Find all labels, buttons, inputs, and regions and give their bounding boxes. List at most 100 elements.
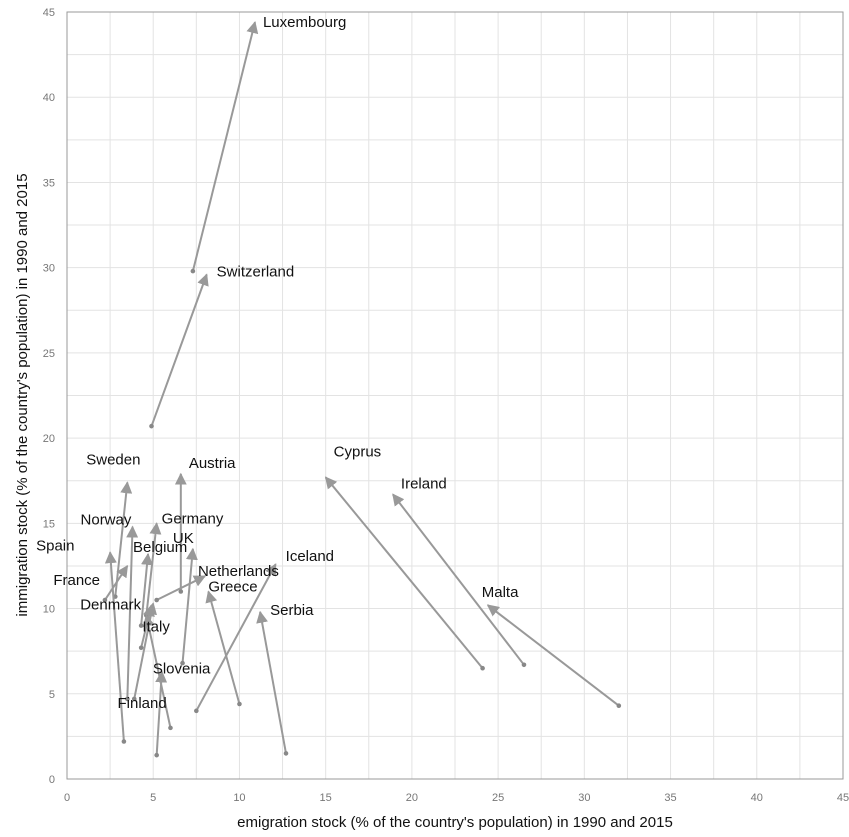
label-greece: Greece — [208, 579, 257, 596]
arrow-start-dot — [190, 268, 196, 274]
y-axis-ticks: 0 5 10 15 20 25 30 35 40 45 — [43, 7, 55, 786]
arrow-start-dot — [168, 725, 173, 731]
y-tick-label: 15 — [43, 518, 55, 530]
arrow-uk — [180, 547, 198, 666]
arrow-italy — [142, 614, 173, 731]
label-austria: Austria — [189, 455, 236, 472]
x-axis-ticks: 0 5 10 15 20 25 30 35 40 45 — [64, 792, 849, 804]
arrow-line — [392, 493, 525, 666]
arrow-switzerland — [149, 273, 209, 429]
label-norway: Norway — [81, 512, 132, 529]
y-tick-label: 0 — [49, 774, 55, 786]
y-tick-label: 35 — [43, 177, 55, 189]
label-luxembourg: Luxembourg — [263, 14, 346, 31]
arrow-line — [195, 563, 277, 712]
arrow-serbia — [256, 610, 289, 756]
arrow-start-dot — [521, 662, 527, 668]
arrow-line — [104, 564, 129, 601]
arrow-line — [205, 590, 241, 705]
arrow-start-dot — [237, 701, 242, 707]
x-tick-label: 0 — [64, 792, 70, 804]
arrow-line — [324, 476, 484, 669]
y-tick-label: 20 — [43, 433, 55, 445]
label-slovenia: Slovenia — [153, 661, 211, 678]
y-tick-label: 30 — [43, 263, 55, 275]
arrow-line — [486, 604, 620, 707]
label-finland: Finland — [117, 695, 166, 712]
label-cyprus: Cyprus — [334, 443, 382, 460]
plot-frame — [66, 11, 844, 780]
label-switzerland: Switzerland — [217, 263, 295, 280]
arrow-line — [256, 610, 287, 754]
arrow-spain — [104, 551, 127, 744]
y-tick-label: 25 — [43, 348, 55, 360]
arrow-start-dot — [102, 597, 108, 603]
country-labels: Luxembourg Switzerland Sweden Austria Norway… — [36, 14, 519, 712]
x-tick-label: 30 — [578, 792, 590, 804]
arrow-start-dot — [194, 708, 199, 714]
label-belgium: Belgium — [133, 539, 187, 556]
arrow-netherlands — [154, 575, 207, 603]
x-tick-label: 45 — [837, 792, 849, 804]
arrow-greece — [205, 590, 242, 707]
y-axis-title: immigration stock (% of the country's po… — [14, 173, 31, 616]
arrow-line — [140, 552, 153, 626]
label-malta: Malta — [482, 584, 519, 601]
label-netherlands: Netherlands — [198, 563, 279, 580]
arrow-line — [126, 525, 139, 699]
arrow-line — [191, 21, 259, 272]
arrow-start-dot — [616, 703, 622, 709]
arrow-luxembourg — [190, 21, 259, 274]
arrow-start-dot — [480, 665, 485, 671]
arrow-start-dot — [138, 645, 144, 651]
arrow-line — [104, 551, 125, 742]
arrow-line — [150, 273, 209, 427]
label-iceland: Iceland — [286, 548, 334, 565]
arrow-start-dot — [131, 696, 137, 702]
arrow-line — [181, 547, 198, 664]
x-tick-label: 10 — [233, 792, 245, 804]
arrow-line — [140, 603, 155, 648]
label-ireland: Ireland — [401, 475, 447, 492]
label-denmark: Denmark — [80, 596, 141, 613]
grid — [66, 11, 844, 780]
arrow-start-dot — [283, 751, 289, 756]
arrow-start-dot — [121, 739, 127, 744]
y-tick-label: 10 — [43, 604, 55, 616]
y-tick-label: 45 — [43, 7, 55, 19]
arrow-line — [145, 522, 162, 616]
label-france: France — [53, 572, 100, 589]
y-tick-label: 40 — [43, 92, 55, 104]
arrow-iceland — [194, 563, 277, 714]
label-italy: Italy — [142, 618, 170, 635]
x-tick-label: 15 — [320, 792, 332, 804]
x-tick-label: 35 — [664, 792, 676, 804]
arrow-finland — [138, 603, 155, 651]
x-tick-label: 25 — [492, 792, 504, 804]
y-tick-label: 5 — [49, 689, 55, 701]
arrow-line — [142, 614, 172, 729]
arrow-austria — [174, 472, 187, 594]
x-axis-title: emigration stock (% of the country's pop… — [237, 814, 673, 831]
arrow-start-dot — [178, 589, 184, 594]
arrow-france — [102, 564, 129, 603]
x-tick-label: 20 — [406, 792, 418, 804]
label-spain: Spain — [36, 537, 74, 554]
label-germany: Germany — [162, 510, 224, 527]
arrow-start-dot — [149, 423, 154, 429]
x-tick-label: 40 — [751, 792, 763, 804]
label-serbia: Serbia — [270, 602, 314, 619]
label-uk: UK — [173, 530, 194, 547]
arrow-start-dot — [125, 696, 130, 702]
arrow-ireland — [392, 493, 527, 668]
arrow-start-dot — [154, 597, 159, 603]
arrow-cyprus — [324, 476, 485, 671]
arrow-belgium — [138, 552, 153, 628]
arrow-line — [156, 575, 207, 601]
arrow-start-dot — [180, 660, 185, 666]
arrow-start-dot — [154, 752, 159, 758]
x-tick-label: 5 — [150, 792, 156, 804]
label-sweden: Sweden — [86, 451, 140, 468]
arrow-start-dot — [138, 623, 144, 628]
